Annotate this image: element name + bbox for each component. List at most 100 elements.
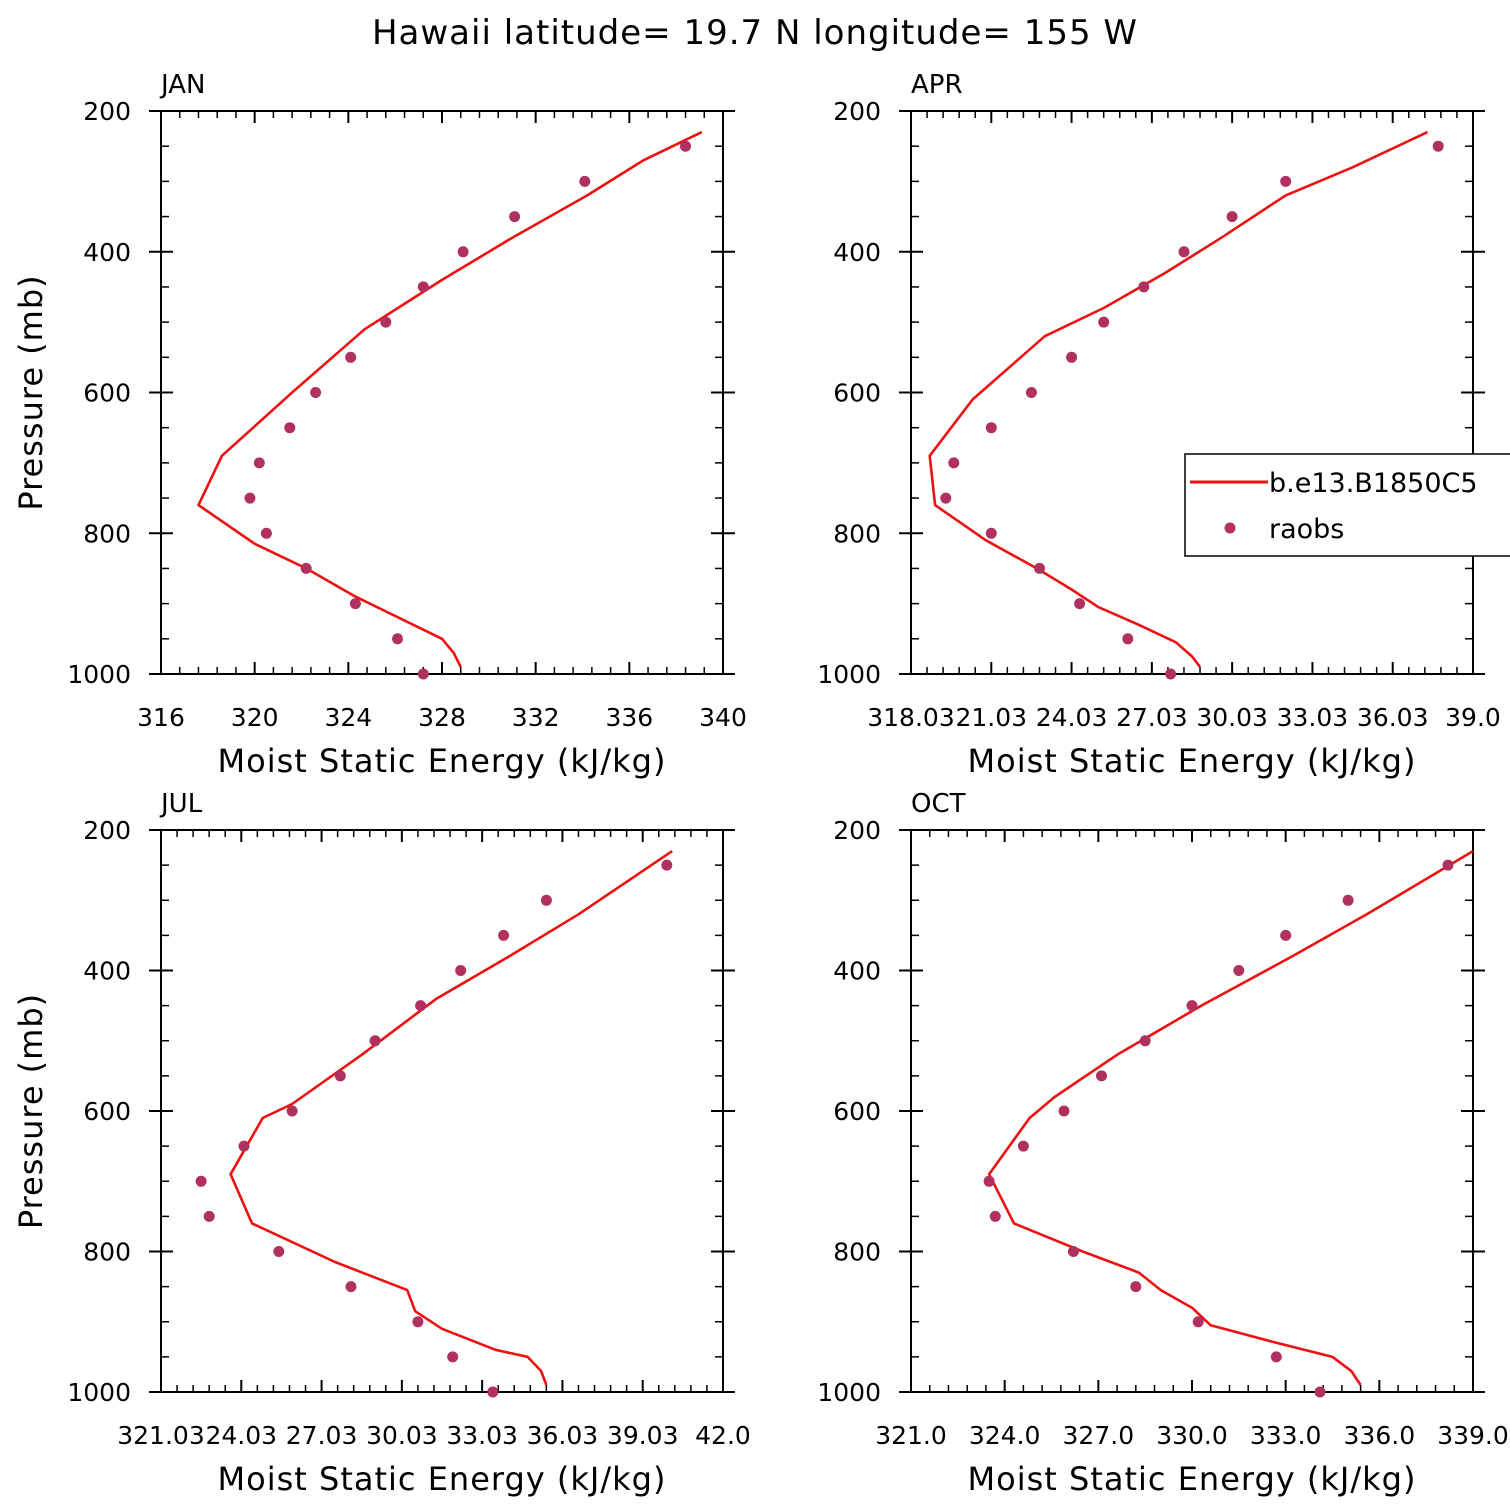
x-tick-label: 39.03 <box>607 1421 679 1450</box>
raobs-point <box>415 1000 427 1012</box>
legend-model-label: b.e13.B1850C5 <box>1269 468 1478 499</box>
y-tick-label: 600 <box>83 379 131 408</box>
y-axis-label-jan: Pressure (mb) <box>12 274 50 510</box>
x-tick-label: 27.03 <box>1116 703 1188 732</box>
raobs-point <box>273 1246 285 1257</box>
y-tick-label: 400 <box>833 238 881 267</box>
raobs-point <box>260 527 272 539</box>
raobs-point <box>1280 929 1292 941</box>
panel-label-jan: JAN <box>159 70 205 100</box>
x-tick-label: 336.0 <box>1344 1421 1416 1450</box>
raobs-point <box>540 894 552 906</box>
raobs-point <box>1058 1105 1070 1117</box>
x-axis-label-apr: Moist Static Energy (kJ/kg) <box>968 742 1417 780</box>
x-tick-label: 340 <box>699 703 747 732</box>
raobs-point <box>244 492 256 504</box>
model-profile-line-jul <box>229 850 673 1386</box>
y-tick-label: 800 <box>83 519 131 548</box>
x-tick-label: 33.03 <box>1277 703 1349 732</box>
raobs-point <box>985 422 997 434</box>
raobs-point <box>579 175 591 187</box>
model-profile-line-jan <box>197 130 703 668</box>
x-tick-label: 336 <box>605 703 653 732</box>
raobs-point <box>1096 1070 1107 1082</box>
x-tick-label: 339.0 <box>1437 1421 1509 1450</box>
x-tick-label: 36.03 <box>527 1421 599 1450</box>
raobs-point <box>1122 633 1134 645</box>
x-tick-label: 321.03 <box>117 1421 204 1450</box>
raobs-point <box>1192 1316 1204 1328</box>
x-tick-label: 328 <box>418 703 466 732</box>
raobs-point <box>509 211 521 223</box>
raobs-point <box>1074 598 1086 610</box>
raobs-point <box>334 1070 346 1082</box>
plot-frame-apr <box>910 110 1474 675</box>
raobs-point <box>985 527 997 539</box>
raobs-point <box>1186 1000 1198 1012</box>
x-tick-label: 320 <box>231 703 279 732</box>
raobs-point <box>1314 1386 1326 1398</box>
raobs-point <box>349 598 361 610</box>
raobs-point <box>238 1140 250 1152</box>
raobs-point <box>1270 1351 1282 1363</box>
x-tick-label: 321.0 <box>875 1421 947 1450</box>
raobs-point <box>412 1316 424 1328</box>
y-tick-label: 200 <box>833 97 881 126</box>
y-tick-label: 800 <box>833 519 881 548</box>
raobs-point <box>1025 387 1037 398</box>
x-tick-label: 30.03 <box>1196 703 1268 732</box>
legend: b.e13.B1850C5 raobs <box>1184 453 1510 557</box>
raobs-point <box>1233 965 1245 976</box>
y-tick-label: 1000 <box>67 660 131 689</box>
raobs-point <box>983 1175 995 1187</box>
y-tick-label: 200 <box>833 816 881 845</box>
x-tick-label: 36.03 <box>1357 703 1429 732</box>
raobs-point <box>1442 859 1454 871</box>
x-tick-label: 27.03 <box>286 1421 358 1450</box>
raobs-point <box>1432 140 1444 152</box>
model-profile-line-oct <box>987 849 1474 1386</box>
legend-obs-label: raobs <box>1269 514 1344 545</box>
panel-apr: APR 200 400 600 800 1000 318.03 21.03 24.03 27.03… <box>817 70 1500 780</box>
raobs-point <box>345 1281 357 1293</box>
x-tick-label: 324.0 <box>969 1421 1041 1450</box>
raobs-point <box>1017 1140 1029 1152</box>
x-tick-label: 21.03 <box>955 703 1027 732</box>
y-tick-label: 400 <box>83 957 131 986</box>
panel-label-apr: APR <box>911 70 963 100</box>
raobs-point <box>940 492 952 504</box>
raobs-point <box>1138 281 1150 293</box>
x-axis-label-oct: Moist Static Energy (kJ/kg) <box>968 1460 1417 1498</box>
y-tick-label: 600 <box>83 1097 131 1126</box>
x-tick-label: 30.03 <box>366 1421 438 1450</box>
raobs-point <box>284 422 296 434</box>
y-tick-label: 1000 <box>817 1378 881 1407</box>
y-tick-label: 400 <box>83 238 131 267</box>
y-tick-label: 600 <box>833 379 881 408</box>
x-tick-label: 332 <box>512 703 560 732</box>
x-tick-label: 318.03 <box>867 703 954 732</box>
raobs-point <box>1165 668 1177 680</box>
x-tick-label: 324 <box>324 703 372 732</box>
raobs-point <box>487 1386 499 1398</box>
y-tick-label: 800 <box>833 1238 881 1267</box>
y-tick-label: 800 <box>83 1238 131 1267</box>
panel-jul: JUL 200 400 600 800 1000 321.03 24.03 27.03 30.03… <box>12 789 751 1498</box>
x-tick-label: 333.0 <box>1250 1421 1322 1450</box>
raobs-point <box>1130 1281 1142 1293</box>
plot-frame-jul <box>160 829 724 1393</box>
raobs-point <box>1098 316 1110 328</box>
raobs-point <box>1034 562 1045 574</box>
raobs-point <box>1066 351 1078 363</box>
y-axis-label-jul: Pressure (mb) <box>12 993 50 1229</box>
raobs-point <box>417 668 429 680</box>
y-tick-label: 200 <box>83 97 131 126</box>
raobs-point <box>498 929 510 941</box>
raobs-point <box>948 457 960 469</box>
raobs-point <box>457 246 469 258</box>
raobs-point <box>1280 175 1292 187</box>
y-tick-label: 200 <box>83 816 131 845</box>
